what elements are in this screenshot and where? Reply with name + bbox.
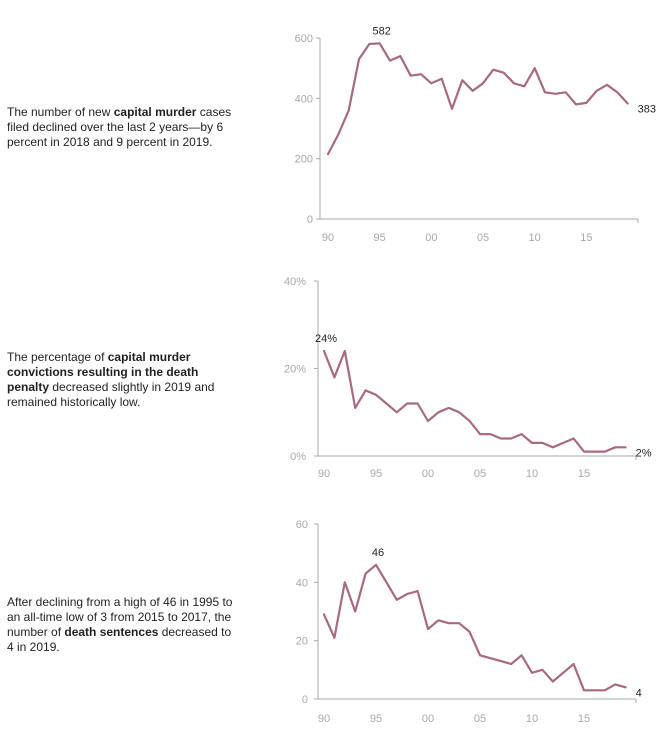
x-tick-label: 95 (370, 713, 382, 725)
y-tick-label: 400 (295, 93, 313, 105)
y-tick-label: 20 (296, 636, 308, 648)
series-line (322, 349, 627, 453)
data-label: 46 (372, 547, 384, 559)
y-tick-label: 40% (284, 276, 306, 288)
y-tick-label: 0 (307, 214, 313, 226)
description-emphasis: death sentences (64, 625, 159, 639)
panel-1-description: The number of new capital murder cases f… (7, 105, 235, 150)
y-tick-label: 20% (284, 364, 306, 376)
description-emphasis: capital murder (113, 105, 197, 119)
description-text: decreased slightly in 2019 and remained … (7, 380, 215, 409)
x-tick-label: 15 (578, 713, 590, 725)
panel-2-description: The percentage of capital murder convict… (7, 350, 235, 410)
y-tick-label: 60 (296, 519, 308, 531)
x-tick-label: 90 (318, 713, 330, 725)
x-tick-label: 90 (318, 468, 330, 480)
x-tick-label: 10 (529, 232, 541, 244)
y-tick-label: 0% (290, 451, 306, 463)
y-tick-label: 40 (296, 577, 308, 589)
description-text: cases filed declined over the last 2 yea… (7, 105, 232, 149)
data-label: 2% (636, 447, 652, 459)
x-tick-label: 95 (370, 468, 382, 480)
y-tick-label: 0 (302, 694, 308, 706)
description-text: The percentage of (7, 350, 108, 364)
x-tick-label: 05 (474, 468, 486, 480)
x-tick-label: 10 (526, 468, 538, 480)
chart-death-penalty-conviction-rate: 0% 20% 40% 90 95 00 05 10 15 24% 2% (284, 276, 652, 480)
description-emphasis: capital murder convictions resulting in … (7, 350, 199, 394)
series-line (322, 563, 627, 692)
chart-death-sentences: 0 20 40 60 90 95 00 05 10 15 46 4 (296, 519, 642, 725)
x-tick-label: 05 (477, 232, 489, 244)
x-tick-label: 00 (425, 232, 437, 244)
data-label: 582 (372, 25, 390, 37)
x-tick-label: 05 (474, 713, 486, 725)
y-tick-label: 200 (295, 154, 313, 166)
x-tick-label: 00 (422, 713, 434, 725)
description-text: After declining from a high of 46 in 199… (7, 595, 233, 639)
x-tick-label: 15 (580, 232, 592, 244)
description-text: decreased to 4 in 2019. (7, 625, 232, 654)
panel-3-description: After declining from a high of 46 in 199… (7, 595, 235, 655)
x-tick-label: 90 (322, 232, 334, 244)
data-label: 4 (636, 687, 642, 699)
y-tick-label: 600 (295, 33, 313, 45)
data-label: 383 (638, 103, 656, 115)
x-tick-label: 15 (578, 468, 590, 480)
x-tick-label: 95 (374, 232, 386, 244)
x-tick-label: 10 (526, 713, 538, 725)
description-text: The number of new (7, 105, 114, 119)
x-tick-label: 00 (422, 468, 434, 480)
data-label: 24% (315, 333, 337, 345)
series-line (326, 42, 629, 156)
chart-new-capital-murder-cases: 0 200 400 600 90 95 00 05 10 15 582 383 (295, 25, 656, 244)
